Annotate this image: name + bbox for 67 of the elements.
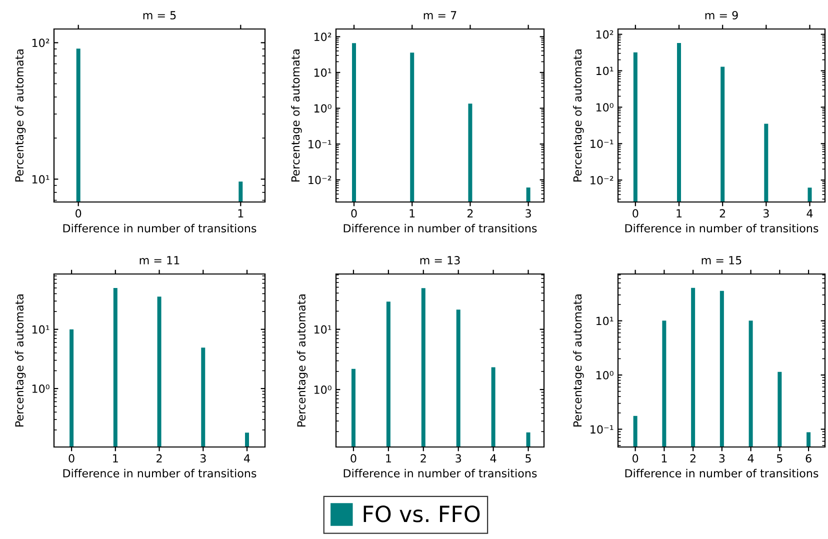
x-tick-label: 3	[200, 454, 206, 463]
x-tick-label: 2	[690, 454, 696, 462]
y-tick-label: 10²	[596, 30, 614, 39]
chart-title: m = 11	[140, 256, 180, 264]
x-tick-label: 0	[351, 209, 357, 218]
x-axis-title: Difference in number of transitions	[625, 224, 818, 232]
chart-title: m = 15	[702, 256, 742, 264]
x-tick-label: 1	[238, 209, 244, 218]
x-tick-label: 0	[76, 209, 82, 218]
chart-title: m = 7	[424, 11, 456, 20]
x-tick-label: 4	[490, 454, 496, 462]
x-tick-label: 3	[456, 454, 461, 463]
x-axis-title: Difference in number of transitions	[625, 468, 818, 478]
x-tick-label: 3	[763, 209, 769, 218]
x-tick-label: 4	[244, 454, 250, 462]
x-tick-label: 2	[720, 209, 726, 218]
x-tick-label: 5	[526, 454, 531, 463]
x-tick-label: 1	[386, 454, 391, 462]
legend-label: FO vs. FFO	[364, 506, 480, 522]
y-tick-label: 10¹	[596, 66, 614, 76]
x-axis-title: Difference in number of transitions	[344, 468, 537, 478]
y-tick-label: 10⁻¹	[308, 140, 332, 148]
y-tick-label: 10¹	[32, 175, 50, 184]
x-tick-label: 4	[748, 454, 754, 462]
y-tick-label: 10⁰	[596, 370, 614, 380]
y-tick-label: 10¹	[314, 325, 332, 334]
y-tick-label: 10⁰	[314, 104, 332, 113]
x-axis-title: Difference in number of transitions	[63, 224, 256, 232]
x-tick-label: 3	[526, 209, 531, 218]
y-tick-label: 10¹	[32, 325, 50, 334]
x-axis-title: Difference in number of transitions	[63, 468, 256, 478]
x-tick-label: 1	[410, 209, 415, 218]
y-tick-label: 10⁻²	[308, 176, 332, 184]
y-axis-title: Percentage of automata	[573, 49, 584, 182]
chart-title: m = 13	[420, 256, 460, 264]
x-tick-label: 0	[632, 454, 638, 463]
x-tick-label: 1	[662, 454, 667, 462]
y-tick-label: 10¹	[596, 316, 614, 326]
x-tick-label: 1	[113, 454, 118, 462]
y-tick-label: 10⁻²	[590, 176, 614, 184]
y-axis-title: Percentage of automata	[14, 49, 26, 182]
x-axis-title: Difference in number of transitions	[344, 224, 537, 232]
y-tick-label: 10¹	[314, 68, 332, 77]
x-tick-label: 0	[350, 454, 356, 463]
y-axis-title: Percentage of automata	[296, 294, 308, 426]
y-tick-label: 10⁰	[32, 384, 50, 393]
chart-title: m = 5	[143, 11, 176, 20]
y-axis-title: Percentage of automata	[14, 294, 26, 426]
x-tick-label: 0	[632, 209, 638, 218]
x-tick-label: 2	[420, 454, 426, 462]
x-tick-label: 6	[806, 454, 812, 463]
x-tick-label: 1	[676, 209, 682, 218]
x-tick-label: 2	[467, 209, 473, 218]
y-tick-label: 10⁰	[314, 386, 332, 394]
y-tick-label: 10⁻¹	[590, 425, 614, 434]
y-tick-label: 10⁰	[596, 103, 614, 112]
x-tick-label: 3	[719, 454, 725, 463]
x-tick-label: 4	[806, 209, 813, 218]
chart-title: m = 9	[705, 11, 738, 20]
x-tick-label: 0	[68, 454, 74, 463]
y-tick-label: 10²	[32, 38, 50, 48]
y-axis-title: Percentage of automata	[291, 49, 302, 182]
x-tick-label: 5	[776, 454, 782, 463]
y-axis-title: Percentage of automata	[573, 294, 584, 426]
y-tick-label: 10⁻¹	[590, 140, 614, 148]
x-tick-label: 2	[156, 454, 162, 462]
y-tick-label: 10²	[314, 32, 332, 42]
